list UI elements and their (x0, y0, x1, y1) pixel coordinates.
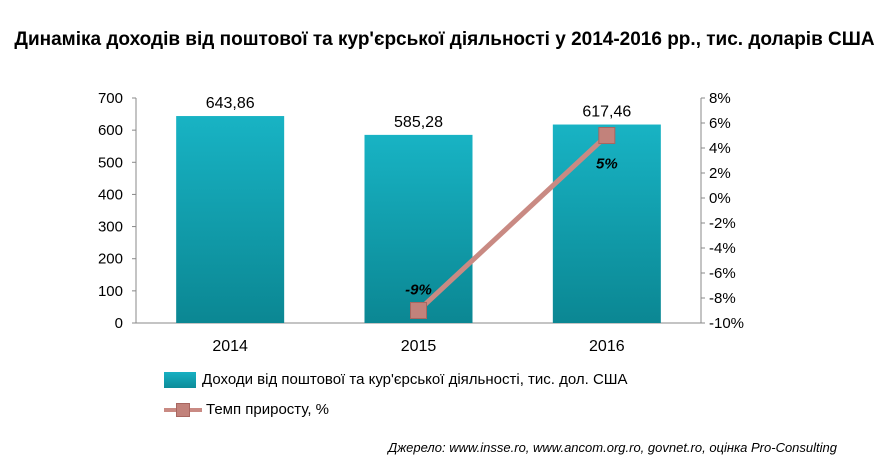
x-tick-label: 2014 (212, 338, 248, 355)
legend-item-growth: Темп приросту, % (164, 401, 329, 418)
right-tick-label: 8% (709, 90, 731, 107)
right-tick-label: 2% (709, 165, 731, 182)
x-tick-label: 2015 (401, 338, 437, 355)
legend-label-growth: Темп приросту, % (206, 401, 330, 418)
left-tick-label: 500 (98, 154, 123, 171)
right-tick-label: 0% (709, 190, 731, 207)
left-tick-label: 700 (98, 90, 123, 107)
chart-title: Динаміка доходів від поштової та кур'єрс… (14, 29, 875, 50)
right-tick-label: -8% (709, 290, 736, 307)
bar (176, 116, 285, 323)
growth-value-label: -9% (405, 282, 432, 299)
bar (364, 134, 473, 323)
left-tick-label: 300 (98, 219, 123, 236)
legend-bar-swatch (164, 371, 196, 388)
right-tick-label: 4% (709, 140, 731, 157)
left-tick-label: 100 (98, 283, 123, 300)
growth-point (598, 127, 616, 144)
bar-value-label: 585,28 (394, 114, 443, 131)
bar (552, 124, 661, 323)
source-note: Джерело: www.insse.ro, www.ancom.org.ro,… (388, 440, 837, 455)
right-tick-label: 6% (709, 115, 731, 132)
right-tick-label: -6% (709, 265, 736, 282)
right-tick-label: -4% (709, 240, 736, 257)
legend-item-income: Доходи від поштової та кур'єрської діяль… (164, 371, 628, 388)
left-tick-label: 0 (115, 315, 123, 332)
growth-line (416, 133, 609, 313)
growth-value-label: 5% (596, 156, 618, 173)
bar-value-label: 643,86 (206, 95, 255, 112)
left-tick-label: 400 (98, 186, 123, 203)
bar-value-label: 617,46 (582, 104, 631, 121)
left-tick-label: 600 (98, 122, 123, 139)
legend-label-income: Доходи від поштової та кур'єрської діяль… (202, 371, 628, 388)
growth-point (410, 302, 427, 319)
x-tick-label: 2016 (589, 338, 625, 355)
legend-line-swatch (164, 402, 202, 418)
right-tick-label: -10% (709, 315, 744, 332)
right-tick-label: -2% (709, 215, 736, 232)
left-tick-label: 200 (98, 251, 123, 268)
